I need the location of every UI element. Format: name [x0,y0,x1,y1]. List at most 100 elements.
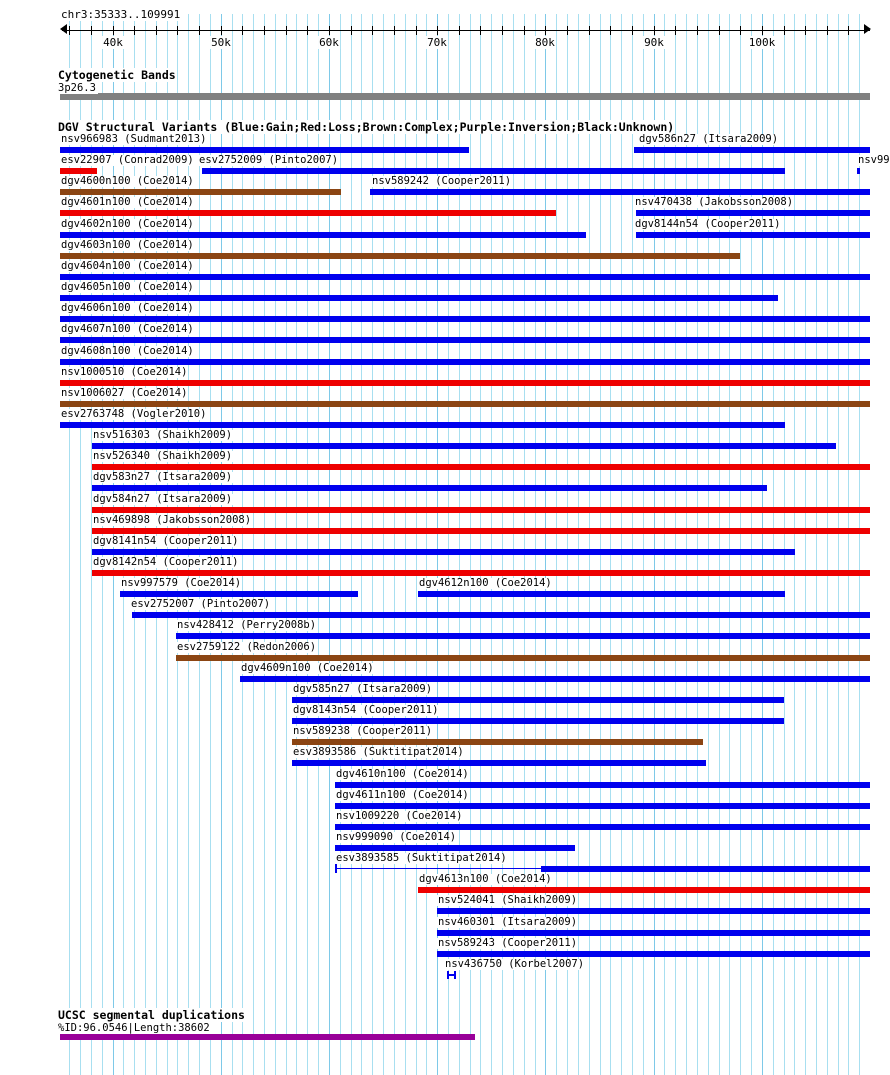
dgv-variant-bar[interactable] [60,147,469,153]
dgv-variant-label[interactable]: dgv585n27 (Itsara2009) [292,683,434,695]
dgv-variant-bar[interactable] [92,507,870,513]
dgv-variant-bar[interactable] [60,380,870,386]
dgv-variant-label[interactable]: esv3893585 (Suktitipat2014) [335,852,508,864]
dgv-variant-label[interactable]: nsv589242 (Cooper2011) [371,175,513,187]
dgv-variant-bar[interactable] [240,676,870,682]
dgv-variant-bar[interactable] [292,718,784,724]
grid-line-minor [643,14,644,1075]
dgv-variant-bar[interactable] [437,930,870,936]
segdup-bar[interactable] [60,1034,475,1040]
grid-line-minor [307,14,308,1075]
dgv-variant-label[interactable]: nsv526340 (Shaikh2009) [92,450,234,462]
dgv-variant-label[interactable]: esv22907 (Conrad2009) [60,154,195,166]
dgv-variant-bar[interactable] [60,168,97,174]
dgv-variant-bar[interactable] [636,232,870,238]
dgv-variant-label[interactable]: dgv4609n100 (Coe2014) [240,662,375,674]
dgv-variant-bar[interactable] [60,295,778,301]
dgv-variant-bar[interactable] [60,316,870,322]
dgv-variant-label[interactable]: nsv99 [857,154,890,166]
dgv-variant-label[interactable]: nsv589243 (Cooper2011) [437,937,579,949]
dgv-variant-label[interactable]: dgv4613n100 (Coe2014) [418,873,553,885]
dgv-variant-bar[interactable] [335,782,870,788]
dgv-variant-bar[interactable] [92,549,795,555]
dgv-variant-bar[interactable] [92,528,870,534]
dgv-variant-label[interactable]: esv2752009 (Pinto2007) [198,154,340,166]
dgv-variant-bar[interactable] [60,253,740,259]
dgv-variant-label[interactable]: dgv584n27 (Itsara2009) [92,493,234,505]
dgv-variant-label[interactable]: dgv4612n100 (Coe2014) [418,577,553,589]
ruler-tick [394,26,395,35]
dgv-variant-label[interactable]: dgv4604n100 (Coe2014) [60,260,195,272]
dgv-variant-bar[interactable] [60,232,586,238]
dgv-variant-label[interactable]: nsv589238 (Cooper2011) [292,725,434,737]
dgv-variant-bar[interactable] [335,803,870,809]
dgv-variant-bar[interactable] [92,464,870,470]
dgv-variant-bar[interactable] [60,210,556,216]
dgv-variant-label[interactable]: nsv966983 (Sudmant2013) [60,133,208,145]
dgv-variant-bar[interactable] [132,612,870,618]
dgv-variant-label[interactable]: esv3893586 (Suktitipat2014) [292,746,465,758]
dgv-variant-bar[interactable] [634,147,870,153]
dgv-variant-label[interactable]: nsv1009220 (Coe2014) [335,810,464,822]
dgv-variant-bar[interactable] [60,359,870,365]
dgv-variant-bar[interactable] [60,337,870,343]
dgv-variant-label[interactable]: nsv470438 (Jakobsson2008) [634,196,795,208]
dgv-variant-label[interactable]: dgv8142n54 (Cooper2011) [92,556,240,568]
dgv-variant-label[interactable]: dgv4606n100 (Coe2014) [60,302,195,314]
dgv-variant-label[interactable]: nsv1000510 (Coe2014) [60,366,189,378]
dgv-variant-bar[interactable] [335,845,575,851]
dgv-variant-label[interactable]: dgv4605n100 (Coe2014) [60,281,195,293]
dgv-variant-label[interactable]: dgv4603n100 (Coe2014) [60,239,195,251]
dgv-variant-label[interactable]: dgv4602n100 (Coe2014) [60,218,195,230]
dgv-variant-label[interactable]: nsv428412 (Perry2008b) [176,619,318,631]
dgv-variant-label[interactable]: esv2763748 (Vogler2010) [60,408,208,420]
dgv-variant-point-marker[interactable] [447,971,456,979]
dgv-variant-label[interactable]: dgv586n27 (Itsara2009) [638,133,780,145]
cytoband-bar[interactable] [60,93,870,100]
dgv-variant-bar[interactable] [418,887,870,893]
dgv-variant-bar[interactable] [370,189,870,195]
dgv-variant-bar[interactable] [636,210,870,216]
dgv-variant-bar[interactable] [60,401,870,407]
dgv-variant-bar[interactable] [418,591,785,597]
dgv-variant-bar[interactable] [292,739,703,745]
dgv-variant-label[interactable]: dgv4607n100 (Coe2014) [60,323,195,335]
dgv-variant-label[interactable]: esv2752007 (Pinto2007) [130,598,272,610]
dgv-variant-label[interactable]: nsv460301 (Itsara2009) [437,916,579,928]
dgv-variant-bar[interactable] [92,485,767,491]
dgv-variant-bar[interactable] [335,824,870,830]
dgv-variant-label[interactable]: nsv524041 (Shaikh2009) [437,894,579,906]
dgv-variant-label[interactable]: esv2759122 (Redon2006) [176,641,318,653]
dgv-variant-bar[interactable] [176,633,870,639]
dgv-variant-bar[interactable] [437,951,870,957]
dgv-variant-label[interactable]: dgv4608n100 (Coe2014) [60,345,195,357]
dgv-variant-label[interactable]: dgv4601n100 (Coe2014) [60,196,195,208]
dgv-variant-bar[interactable] [437,908,870,914]
dgv-variant-label[interactable]: dgv4610n100 (Coe2014) [335,768,470,780]
dgv-variant-label[interactable]: dgv4611n100 (Coe2014) [335,789,470,801]
dgv-variant-bar[interactable] [541,866,870,872]
dgv-variant-label[interactable]: nsv997579 (Coe2014) [120,577,243,589]
dgv-variant-bar[interactable] [60,422,785,428]
dgv-variant-bar[interactable] [60,274,870,280]
dgv-variant-label[interactable]: nsv516303 (Shaikh2009) [92,429,234,441]
dgv-variant-bar[interactable] [92,570,870,576]
dgv-variant-label[interactable]: nsv469898 (Jakobsson2008) [92,514,253,526]
grid-line-minor [426,14,427,1075]
dgv-variant-label[interactable]: nsv999090 (Coe2014) [335,831,458,843]
dgv-variant-bar[interactable] [92,443,836,449]
dgv-variant-bar[interactable] [292,697,784,703]
dgv-variant-bar[interactable] [60,189,341,195]
dgv-variant-bar[interactable] [176,655,870,661]
dgv-variant-label[interactable]: dgv8144n54 (Cooper2011) [634,218,782,230]
dgv-variant-label[interactable]: dgv8141n54 (Cooper2011) [92,535,240,547]
dgv-variant-label[interactable]: dgv583n27 (Itsara2009) [92,471,234,483]
dgv-variant-label[interactable]: nsv436750 (Korbel2007) [444,958,586,970]
dgv-variant-bar[interactable] [120,591,358,597]
dgv-variant-label[interactable]: dgv8143n54 (Cooper2011) [292,704,440,716]
dgv-variant-label[interactable]: dgv4600n100 (Coe2014) [60,175,195,187]
dgv-variant-bar[interactable] [292,760,706,766]
dgv-variant-label[interactable]: nsv1006027 (Coe2014) [60,387,189,399]
dgv-variant-bar[interactable] [202,168,785,174]
dgv-variant-bar[interactable] [857,168,860,174]
